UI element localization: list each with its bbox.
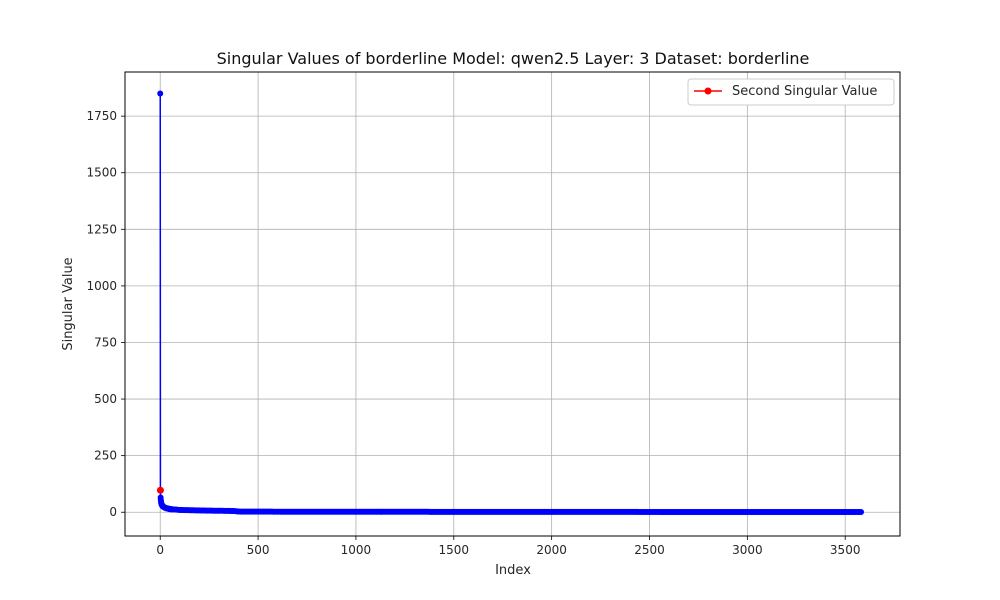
y-tick-label: 750 [94, 335, 117, 349]
plot-area [156, 90, 865, 516]
y-tick-label: 250 [94, 449, 117, 463]
y-axis-ticks: 0 250 500 750 1000 1250 1500 1750 [86, 109, 125, 519]
y-tick-label: 0 [109, 505, 117, 519]
data-point [157, 90, 164, 97]
axes-frame [124, 71, 901, 537]
y-axis-label: Singular Value [61, 257, 76, 350]
y-tick-label: 500 [94, 392, 117, 406]
data-point [858, 509, 865, 516]
x-axis-label: Index [495, 563, 531, 578]
x-tick-label: 1500 [439, 543, 470, 557]
legend: Second Singular Value [687, 78, 895, 106]
legend-label-second-singular-value: Second Singular Value [732, 84, 877, 99]
series-markers-singular-values [157, 90, 865, 516]
x-tick-label: 500 [247, 543, 270, 557]
y-tick-label: 1250 [86, 222, 117, 236]
grid-lines [125, 72, 900, 536]
y-tick-label: 1500 [86, 166, 117, 180]
x-tick-label: 1000 [341, 543, 372, 557]
x-axis-ticks: 0 500 1000 1500 2000 2500 3000 3500 [156, 536, 860, 557]
y-tick-label: 1000 [86, 279, 117, 293]
series-line-singular-values [159, 93, 862, 513]
legend-marker-second-singular-value [704, 87, 712, 95]
x-tick-label: 3000 [732, 543, 763, 557]
second-singular-value-point [156, 486, 164, 494]
x-tick-label: 0 [156, 543, 164, 557]
x-tick-label: 2000 [536, 543, 567, 557]
legend-box [687, 78, 895, 106]
y-tick-label: 1750 [86, 109, 117, 123]
chart-title: Singular Values of borderline Model: qwe… [217, 49, 810, 68]
x-tick-label: 2500 [634, 543, 665, 557]
x-tick-label: 3500 [830, 543, 861, 557]
